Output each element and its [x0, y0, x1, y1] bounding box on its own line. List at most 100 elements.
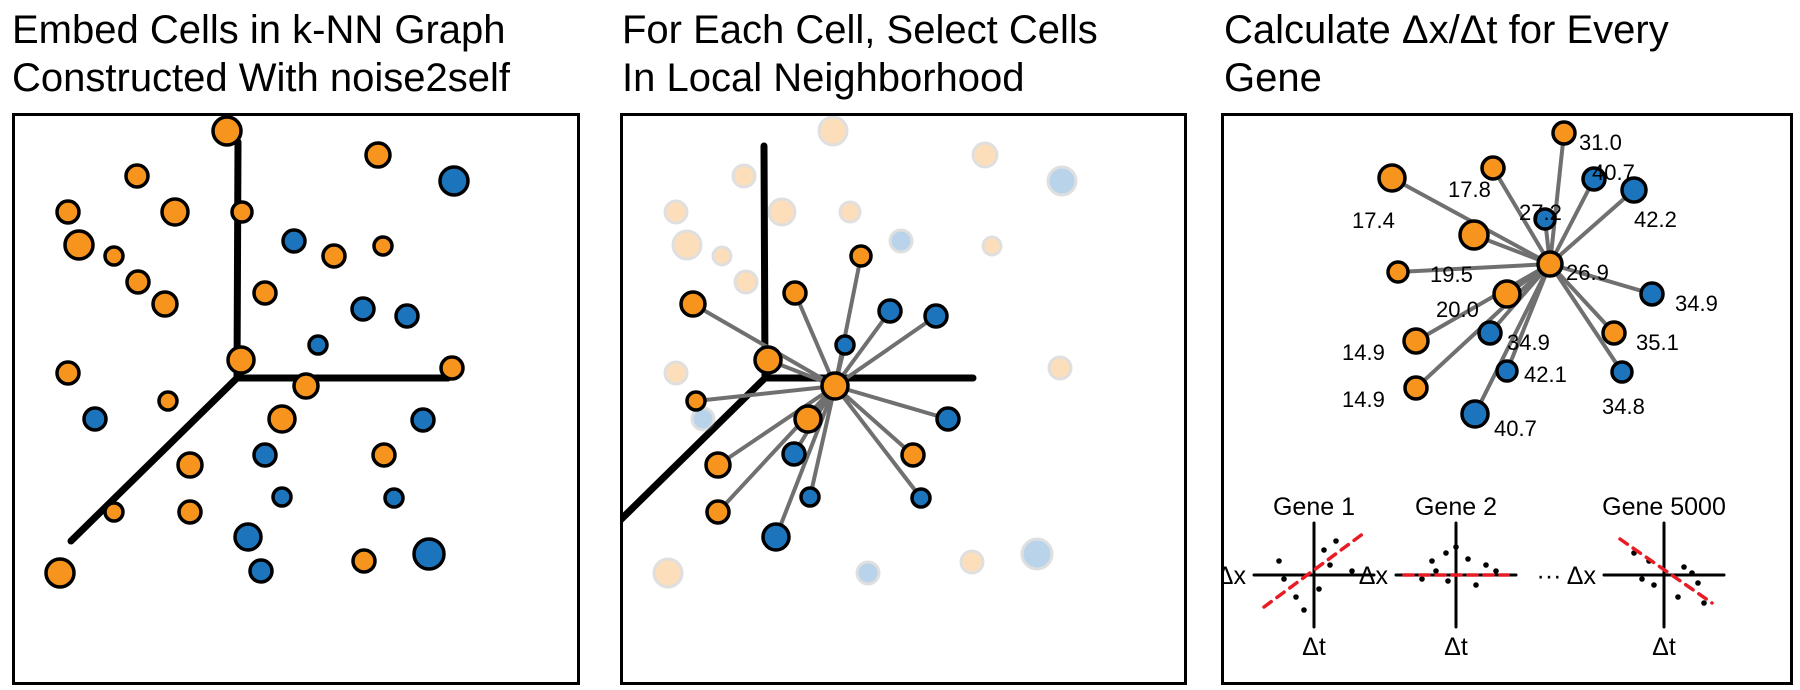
gene-1-point-6 — [1333, 538, 1339, 544]
gene-1-point-5 — [1327, 562, 1333, 568]
cell-node-30 — [271, 486, 293, 508]
panel-1-title: Embed Cells in k-NN Graph Constructed Wi… — [12, 6, 510, 102]
faded-cell-node-9 — [711, 245, 733, 267]
neighbor-cell-node-1 — [1551, 120, 1577, 146]
distance-label-5: 27.2 — [1519, 200, 1562, 225]
neighbor-edge-3 — [1548, 188, 1636, 266]
neighbor-cell-node-5 — [923, 303, 949, 329]
gene-3-point-3 — [1681, 564, 1687, 570]
faded-cell-node-18 — [855, 560, 881, 586]
faded-cell-node-10 — [888, 228, 914, 254]
distance-label-15: 34.8 — [1602, 394, 1645, 419]
distance-label-16: 14.9 — [1342, 387, 1385, 412]
knn-graph-diagram — [44, 116, 470, 589]
cell-node-35 — [412, 537, 446, 571]
local-neighborhood-panel — [620, 113, 1187, 685]
neighbor-cell-node-10 — [1492, 279, 1522, 309]
neighbor-cell-node-13 — [1402, 327, 1430, 355]
neighbor-edge-1 — [1548, 131, 1566, 266]
graph-axis-diagonal — [67, 374, 241, 545]
cell-node-10 — [281, 228, 307, 254]
cell-node-31 — [383, 487, 405, 509]
faded-cell-node-7 — [838, 200, 862, 224]
gene-2-point-9 — [1473, 582, 1479, 588]
distance-label-9: 34.9 — [1675, 291, 1718, 316]
neighbor-edge-13 — [1414, 262, 1552, 343]
cell-node-19 — [226, 345, 256, 375]
neighbor-cell-node-5 — [1533, 207, 1557, 231]
gene-2-point-2 — [1443, 550, 1449, 556]
gene-1-point-1 — [1276, 558, 1282, 564]
panel-3-title: Calculate Δx/Δt for Every Gene — [1224, 6, 1669, 102]
cell-node-29 — [176, 451, 204, 479]
distance-label-13: 14.9 — [1342, 340, 1385, 365]
cell-node-23 — [157, 390, 179, 412]
gene-3-fit-line — [1618, 537, 1714, 605]
gene-3-point-5 — [1701, 600, 1707, 606]
cell-node-12 — [372, 235, 394, 257]
cell-node-17 — [394, 303, 420, 329]
gene-1-point-8 — [1281, 576, 1287, 582]
distance-label-14: 42.1 — [1524, 362, 1567, 387]
faded-cell-node-19 — [959, 549, 985, 575]
gene-3-title: Gene 5000 — [1602, 493, 1726, 521]
cell-node-33 — [177, 499, 203, 525]
neighbor-cell-node-2 — [679, 290, 707, 318]
distance-label-11: 34.9 — [1507, 330, 1550, 355]
gene-2-point-3 — [1453, 544, 1459, 550]
gene-2-point-10 — [1433, 568, 1439, 574]
gene-derivative-panel: 31.0 40.7 42.2 17.8 27.2 17.4 19.5 34.9 20.0 34.9… — [1221, 113, 1793, 685]
gene-1-point-9 — [1316, 586, 1322, 592]
distance-label-10: 20.0 — [1436, 297, 1479, 322]
neighbor-cell-node-10 — [793, 404, 823, 434]
distance-label-17: 40.7 — [1494, 416, 1537, 441]
gene-3-point-7 — [1689, 570, 1695, 576]
gene-2-title: Gene 2 — [1415, 493, 1497, 521]
panel-3-title-line-1: Calculate Δx/Δt for Every — [1224, 8, 1669, 52]
neighbor-edge-2 — [691, 302, 837, 388]
gene-2-x-label: Δt — [1444, 633, 1468, 661]
faded-cell-node-17 — [652, 557, 684, 589]
cell-node-14 — [252, 280, 278, 306]
panel-2-title: For Each Cell, Select Cells In Local Nei… — [622, 6, 1098, 102]
gene-2-y-label: Δx — [1359, 562, 1389, 590]
neighbor-edge-14 — [808, 384, 837, 499]
neighbor-cell-node-9 — [1639, 281, 1665, 307]
cell-node-32 — [103, 501, 125, 523]
cell-node-27 — [252, 442, 278, 468]
cell-node-13 — [125, 269, 151, 295]
gene-1-title: Gene 1 — [1273, 493, 1355, 521]
gene-1-point-4 — [1321, 547, 1327, 553]
neighbor-cell-node-4 — [877, 298, 903, 324]
distance-label-7: 26.9 — [1566, 260, 1609, 285]
cell-node-22 — [292, 372, 320, 400]
faded-cell-node-3 — [1046, 165, 1078, 197]
faded-cell-node-6 — [767, 197, 797, 227]
neighbor-cell-node-3 — [1620, 176, 1648, 204]
neighbor-cell-node-8 — [1386, 260, 1410, 284]
cell-node-37 — [248, 558, 274, 584]
cell-node-16 — [350, 296, 376, 322]
neighbor-cell-node-15 — [1610, 360, 1634, 384]
distance-label-8: 19.5 — [1430, 262, 1473, 287]
gene-3-y-label: Δx — [1567, 562, 1597, 590]
gene-1-y-label: Δx — [1224, 562, 1246, 590]
neighbor-edge-17 — [1473, 262, 1552, 416]
cell-node-3 — [438, 165, 470, 197]
cell-node-21 — [439, 355, 465, 381]
neighbor-edge-15 — [833, 384, 923, 500]
neighbor-cell-node-6 — [834, 334, 856, 356]
distance-label-12: 35.1 — [1636, 330, 1679, 355]
cell-node-4 — [124, 163, 150, 189]
gene-2-point-1 — [1429, 558, 1435, 564]
neighbor-cell-node-11 — [781, 441, 807, 467]
graph-axis-vertical — [233, 138, 242, 382]
neighbor-cell-node-15 — [910, 487, 932, 509]
neighbor-edge-3 — [793, 291, 837, 388]
neighbor-cell-node-4 — [1480, 155, 1506, 181]
neighbor-cell-node-6 — [1377, 163, 1407, 193]
faded-cell-node-20 — [1020, 537, 1054, 571]
gene-3-x-label: Δt — [1652, 633, 1676, 661]
neighbor-edge-8 — [1396, 262, 1552, 274]
neighbor-edge-4 — [1491, 166, 1552, 266]
